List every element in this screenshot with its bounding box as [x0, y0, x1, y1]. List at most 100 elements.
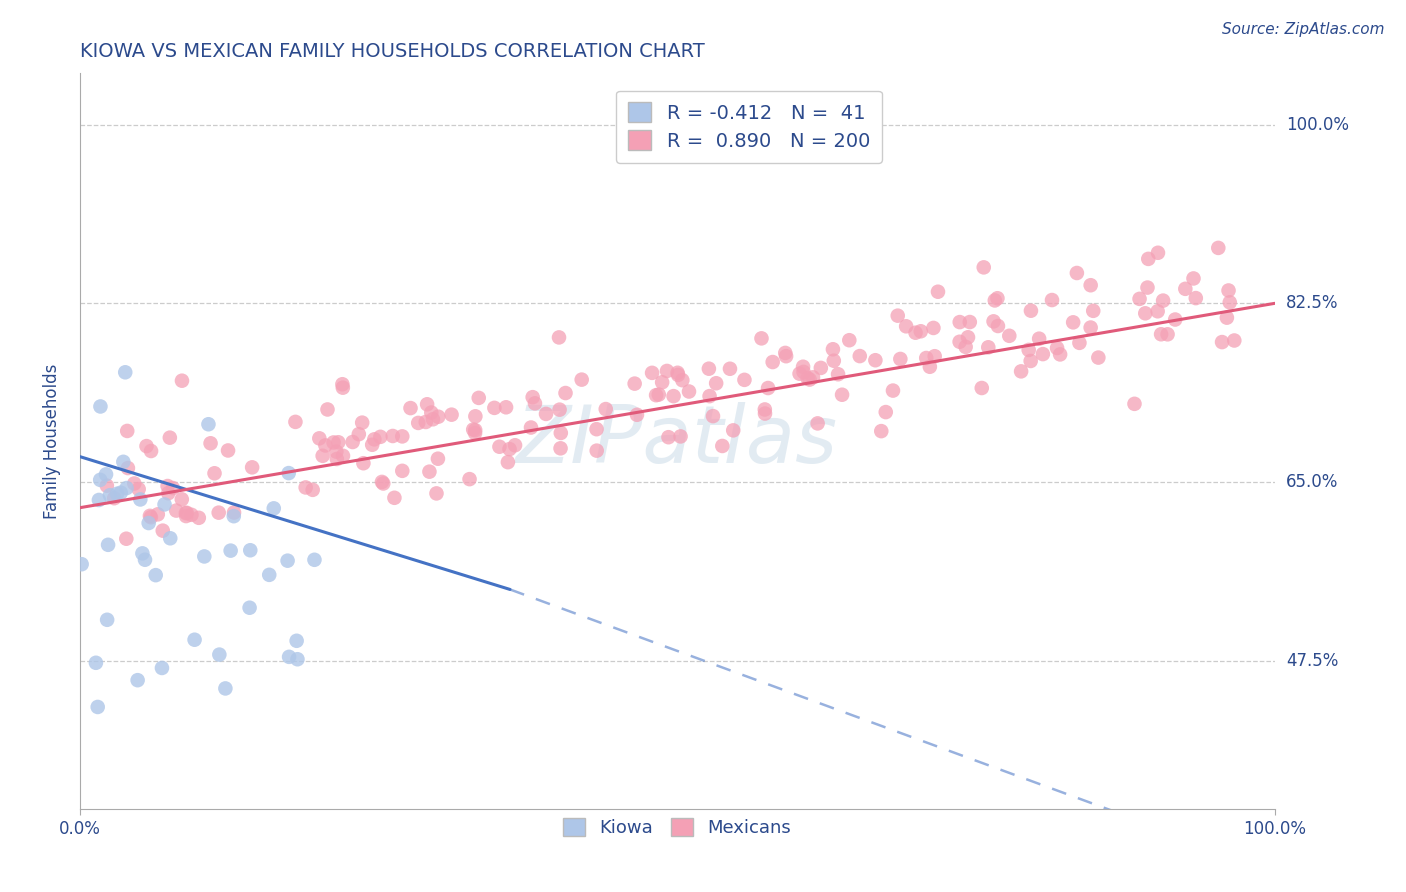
- Point: [1019, 354, 1042, 368]
- Point: [904, 326, 927, 340]
- Point: [849, 349, 872, 363]
- Point: [1146, 304, 1168, 318]
- Point: [1211, 334, 1233, 349]
- Point: [711, 439, 734, 453]
- Point: [103, 491, 125, 506]
- Point: [115, 481, 138, 495]
- Point: [1164, 312, 1187, 326]
- Point: [384, 491, 406, 505]
- Point: [1066, 266, 1088, 280]
- Point: [135, 439, 157, 453]
- Point: [984, 293, 1007, 308]
- Point: [1083, 303, 1105, 318]
- Point: [277, 466, 299, 480]
- Point: [1019, 303, 1042, 318]
- Point: [865, 353, 887, 368]
- Point: [322, 435, 344, 450]
- Point: [84, 656, 107, 670]
- Point: [585, 443, 607, 458]
- Point: [287, 652, 309, 666]
- Point: [193, 549, 215, 564]
- Point: [467, 391, 489, 405]
- Point: [294, 480, 316, 494]
- Point: [523, 396, 546, 410]
- Point: [927, 285, 949, 299]
- Point: [208, 648, 231, 662]
- Point: [1087, 351, 1109, 365]
- Point: [1208, 241, 1230, 255]
- Point: [792, 359, 814, 374]
- Point: [1080, 320, 1102, 334]
- Text: ZIPatlas: ZIPatlas: [516, 402, 838, 480]
- Point: [463, 423, 485, 437]
- Text: 65.0%: 65.0%: [1286, 473, 1339, 491]
- Point: [823, 353, 845, 368]
- Point: [114, 365, 136, 379]
- Point: [1040, 293, 1063, 307]
- Point: [352, 456, 374, 470]
- Point: [370, 430, 392, 444]
- Point: [534, 407, 557, 421]
- Point: [240, 460, 263, 475]
- Text: 82.5%: 82.5%: [1286, 294, 1339, 312]
- Point: [1182, 271, 1205, 285]
- Point: [977, 340, 1000, 354]
- Point: [1046, 341, 1069, 355]
- Text: 47.5%: 47.5%: [1286, 652, 1339, 670]
- Point: [1152, 293, 1174, 308]
- Point: [1069, 335, 1091, 350]
- Point: [139, 508, 162, 523]
- Point: [626, 408, 648, 422]
- Point: [129, 492, 152, 507]
- Point: [174, 506, 197, 520]
- Point: [718, 361, 741, 376]
- Point: [882, 384, 904, 398]
- Point: [733, 373, 755, 387]
- Point: [924, 349, 946, 363]
- Point: [150, 661, 173, 675]
- Point: [257, 567, 280, 582]
- Point: [399, 401, 422, 415]
- Point: [704, 376, 727, 391]
- Point: [503, 438, 526, 452]
- Point: [426, 451, 449, 466]
- Point: [139, 510, 162, 524]
- Point: [115, 424, 138, 438]
- Point: [838, 333, 860, 347]
- Point: [425, 486, 447, 500]
- Point: [1147, 245, 1170, 260]
- Point: [381, 429, 404, 443]
- Point: [157, 486, 180, 500]
- Point: [807, 417, 830, 431]
- Point: [1018, 343, 1040, 357]
- Point: [1128, 292, 1150, 306]
- Point: [498, 442, 520, 456]
- Point: [827, 368, 849, 382]
- Point: [987, 318, 1010, 333]
- Point: [440, 408, 463, 422]
- Point: [420, 406, 443, 420]
- Point: [416, 397, 439, 411]
- Point: [117, 461, 139, 475]
- Point: [973, 260, 995, 275]
- Point: [666, 368, 689, 382]
- Point: [314, 438, 336, 452]
- Point: [949, 315, 972, 329]
- Legend: Kiowa, Mexicans: Kiowa, Mexicans: [557, 811, 799, 844]
- Point: [284, 415, 307, 429]
- Point: [127, 673, 149, 688]
- Point: [1032, 347, 1054, 361]
- Point: [671, 373, 693, 387]
- Point: [496, 455, 519, 469]
- Point: [775, 346, 797, 360]
- Point: [887, 309, 910, 323]
- Point: [159, 431, 181, 445]
- Point: [550, 425, 572, 440]
- Point: [762, 355, 785, 369]
- Point: [831, 388, 853, 402]
- Point: [342, 435, 364, 450]
- Point: [889, 351, 911, 366]
- Point: [623, 376, 645, 391]
- Point: [550, 442, 572, 456]
- Point: [801, 370, 824, 384]
